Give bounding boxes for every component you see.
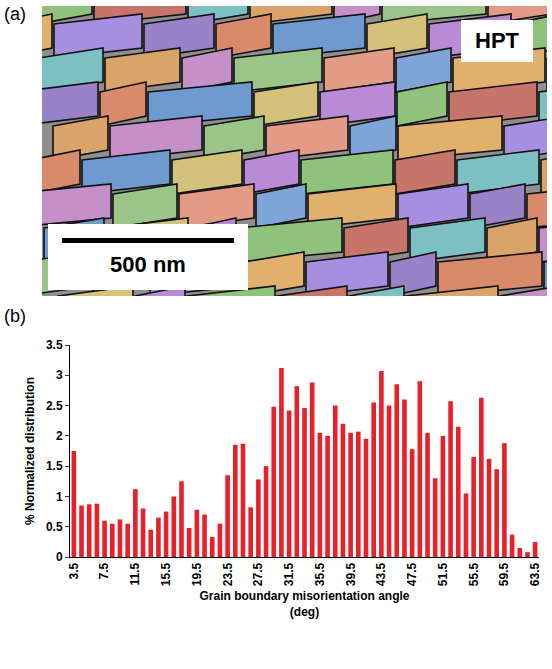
svg-text:11.5: 11.5 (128, 562, 142, 585)
svg-text:43.5: 43.5 (374, 562, 388, 586)
svg-text:% Normalized distribution: % Normalized distribution (23, 377, 37, 525)
svg-text:63.5: 63.5 (528, 562, 542, 586)
svg-text:Grain boundary misorientation: Grain boundary misorientation angle(deg) (199, 589, 409, 619)
html-text:HPT: HPT (475, 28, 519, 53)
svg-text:1: 1 (56, 490, 63, 504)
svg-text:59.5: 59.5 (497, 562, 511, 586)
svg-text:19.5: 19.5 (190, 562, 204, 586)
html-text:500 nm: 500 nm (110, 252, 186, 277)
html-text:(b): (b) (4, 306, 26, 326)
svg-text:3.5: 3.5 (46, 338, 63, 352)
svg-text:55.5: 55.5 (467, 562, 481, 586)
svg-text:7.5: 7.5 (98, 562, 112, 579)
svg-text:2: 2 (56, 429, 63, 443)
svg-text:0: 0 (56, 550, 63, 564)
svg-text:1.5: 1.5 (46, 459, 63, 473)
svg-text:3.5: 3.5 (67, 562, 81, 579)
svg-text:35.5: 35.5 (313, 562, 327, 586)
svg-text:23.5: 23.5 (221, 562, 235, 586)
svg-text:2.5: 2.5 (46, 399, 63, 413)
svg-text:0.5: 0.5 (46, 520, 63, 534)
svg-text:27.5: 27.5 (251, 562, 265, 586)
svg-text:31.5: 31.5 (282, 562, 296, 586)
svg-text:15.5: 15.5 (159, 562, 173, 586)
svg-text:47.5: 47.5 (405, 562, 419, 586)
svg-text:51.5: 51.5 (436, 562, 450, 586)
html-text:(a): (a) (4, 4, 26, 24)
svg-text:3: 3 (56, 368, 63, 382)
svg-text:39.5: 39.5 (344, 562, 358, 586)
